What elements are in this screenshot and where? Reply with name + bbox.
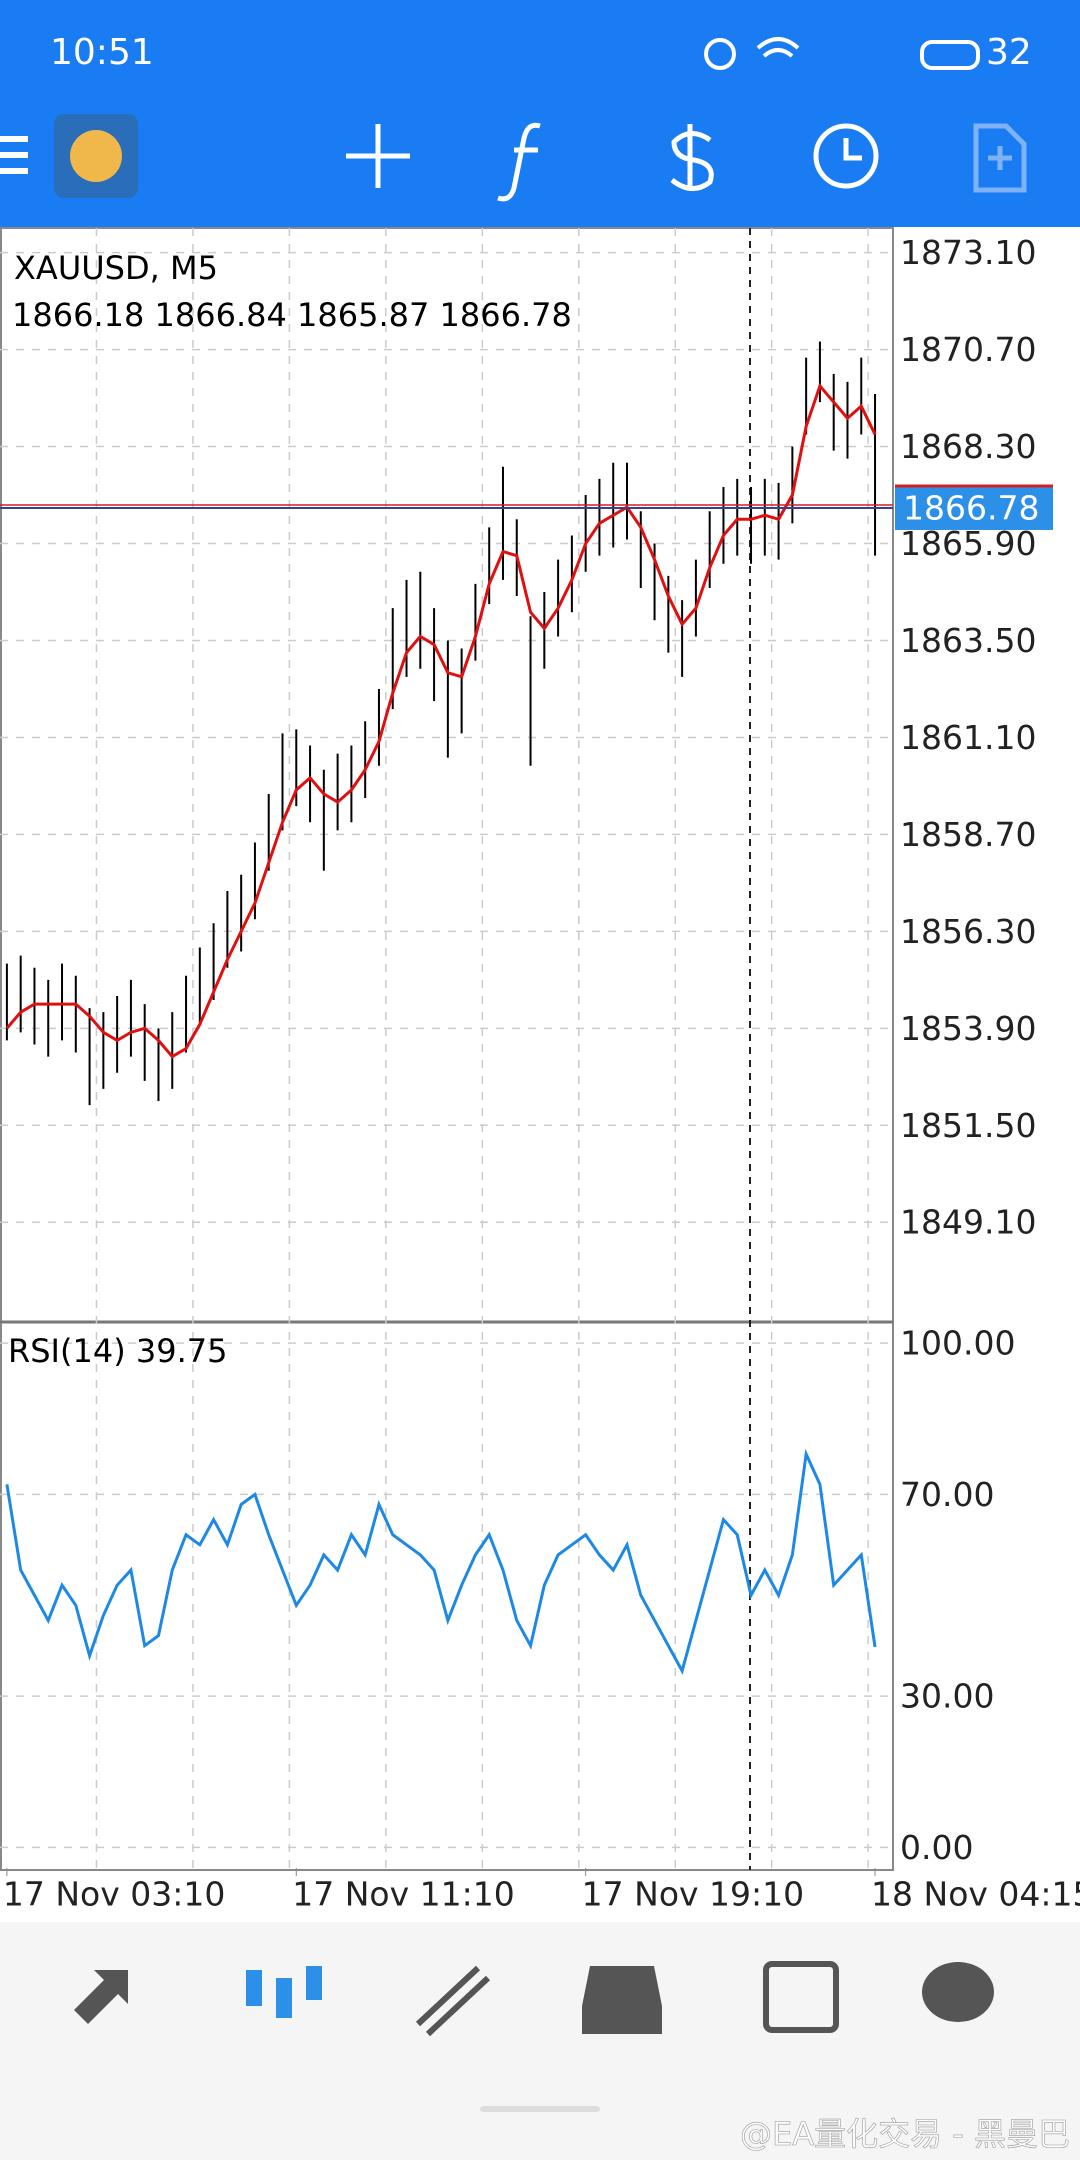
x-tick-label: 17 Nov 03:10 [3,1875,225,1914]
messages-tab[interactable] [922,1962,994,2022]
news-tab[interactable] [763,1961,839,2033]
chart-tab[interactable] [246,1966,322,2018]
chart-frame [0,227,894,1871]
y-tick-label: 100.00 [900,1324,1015,1363]
quotes-tab[interactable] [74,1970,128,2024]
y-tick-label: 30.00 [900,1677,994,1716]
toolbar [346,122,1027,202]
y-tick-label: 1858.70 [900,815,1036,854]
app-logo-mark [70,130,122,182]
y-tick-label: 1853.90 [900,1009,1036,1048]
watermark: @EA量化交易 - 黑曼巴 [740,2115,1070,2153]
y-tick-label: 1851.50 [900,1106,1036,1145]
history-tab[interactable] [582,1966,662,2034]
y-tick-label: 1861.10 [900,718,1036,757]
crosshair-button[interactable] [346,124,410,188]
last-price-tag [895,485,1053,530]
moving-average-line [5,382,877,1059]
y-tick-label: 0.00 [900,1828,973,1867]
x-tick-label: 18 Nov 04:15 [871,1875,1080,1914]
y-tick-label: 1863.50 [900,621,1036,660]
y-tick-label: 1873.10 [900,233,1036,272]
y-tick-label: 1870.70 [900,330,1036,369]
bottom-nav [0,1922,1080,2160]
last-price-label: 1866.78 [903,488,1039,527]
clock: 10:51 [50,32,154,73]
timeframe-button[interactable] [813,123,879,189]
y-tick-label: 1849.10 [900,1203,1036,1242]
nav-icons [74,1961,994,2037]
indicator-title: RSI(14) 39.75 [8,1332,227,1370]
chart-title: XAUUSD, M5 [14,249,218,287]
x-tick-label: 17 Nov 11:10 [292,1875,514,1914]
rsi-line [5,1448,877,1675]
status-icons [704,37,980,70]
y-tick-label: 70.00 [900,1475,994,1514]
y-tick-label: 1856.30 [900,912,1036,951]
indicators-button[interactable] [497,122,541,202]
home-indicator [480,2106,600,2112]
menu-icon[interactable] [0,136,28,174]
trade-tab[interactable] [415,1965,491,2037]
x-tick-label: 17 Nov 19:10 [582,1875,804,1914]
ohlc-values: 1866.18 1866.84 1865.87 1866.78 [12,296,572,334]
y-tick-label: 1865.90 [900,524,1036,563]
y-tick-label: 1868.30 [900,427,1036,466]
battery-level: 32 [986,32,1032,73]
top-bar [0,0,1080,227]
new-order-button[interactable] [973,123,1027,193]
trade-button[interactable] [670,124,714,191]
